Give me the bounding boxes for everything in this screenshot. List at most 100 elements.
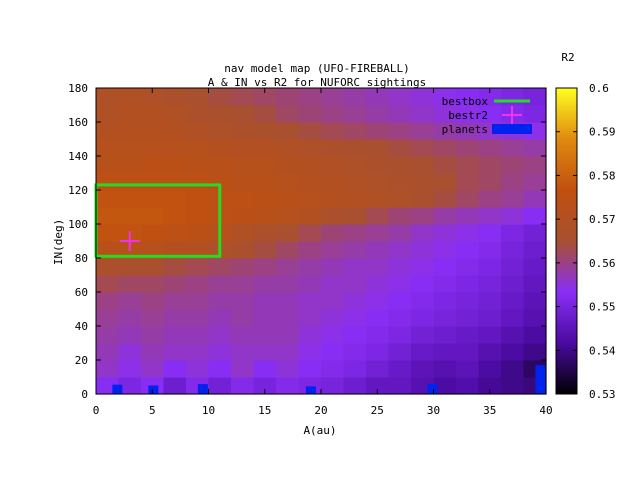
heatmap-cell — [343, 343, 367, 361]
heatmap-cell — [208, 360, 232, 378]
heatmap-cell — [208, 156, 232, 174]
heatmap-cell — [343, 139, 367, 157]
x-tick-label: 30 — [427, 404, 440, 417]
heatmap-cell — [276, 105, 300, 123]
heatmap-cell — [298, 88, 322, 106]
heatmap-cell — [343, 224, 367, 242]
heatmap-cell — [321, 275, 345, 293]
heatmap-cell — [118, 309, 142, 327]
heatmap-cell — [96, 309, 120, 327]
heatmap-cell — [366, 241, 390, 259]
heatmap-cell — [523, 173, 547, 191]
heatmap-cell — [478, 343, 502, 361]
heatmap-cell — [478, 139, 502, 157]
heatmap-cell — [276, 122, 300, 140]
heatmap-cell — [163, 105, 187, 123]
heatmap-cell — [501, 241, 525, 259]
heatmap-cell — [231, 122, 255, 140]
heatmap-cell — [523, 326, 547, 344]
heatmap-cell — [433, 309, 457, 327]
heatmap-cell — [96, 241, 120, 259]
heatmap-cell — [456, 173, 480, 191]
heatmap-cell — [231, 156, 255, 174]
heatmap-cell — [96, 173, 120, 191]
heatmap-cell — [411, 105, 435, 123]
y-tick-label: 40 — [75, 320, 88, 333]
heatmap-cell — [411, 207, 435, 225]
heatmap-cell — [253, 190, 277, 208]
heatmap-cell — [298, 224, 322, 242]
heatmap-cell — [163, 173, 187, 191]
heatmap-cell — [366, 326, 390, 344]
legend-label: bestbox — [442, 95, 489, 108]
heatmap-cell — [523, 139, 547, 157]
heatmap-cell — [208, 139, 232, 157]
heatmap-cell — [366, 258, 390, 276]
heatmap-cell — [163, 190, 187, 208]
heatmap-cell — [141, 190, 165, 208]
heatmap-cell — [231, 241, 255, 259]
heatmap-cell — [411, 360, 435, 378]
heatmap-cell — [523, 275, 547, 293]
heatmap-cell — [186, 258, 210, 276]
heatmap-cell — [343, 241, 367, 259]
y-tick-label: 160 — [68, 116, 88, 129]
y-tick-label: 100 — [68, 218, 88, 231]
heatmap-cell — [231, 207, 255, 225]
heatmap-cell — [141, 343, 165, 361]
heatmap-cell — [231, 377, 255, 395]
planet-marker — [535, 365, 546, 394]
heatmap-cell — [118, 88, 142, 106]
heatmap-cell — [96, 224, 120, 242]
heatmap-cell — [231, 360, 255, 378]
heatmap-cell — [343, 105, 367, 123]
heatmap-cell — [523, 190, 547, 208]
heatmap-cell — [276, 88, 300, 106]
heatmap-cell — [478, 173, 502, 191]
heatmap-cell — [501, 377, 525, 395]
heatmap-cell — [411, 275, 435, 293]
heatmap-cell — [141, 224, 165, 242]
heatmap-cell — [411, 122, 435, 140]
heatmap-cell — [276, 360, 300, 378]
heatmap-cell — [456, 326, 480, 344]
heatmap-cell — [456, 156, 480, 174]
heatmap-cell — [298, 105, 322, 123]
heatmap-cell — [366, 105, 390, 123]
heatmap-cell — [411, 139, 435, 157]
heatmap-cell — [253, 292, 277, 310]
heatmap-cell — [163, 275, 187, 293]
heatmap-cell — [501, 88, 525, 106]
heatmap-cell — [253, 224, 277, 242]
heatmap-cell — [141, 156, 165, 174]
heatmap-cell — [366, 224, 390, 242]
heatmap-cell — [231, 258, 255, 276]
heatmap-cell — [478, 326, 502, 344]
heatmap-cell — [253, 88, 277, 106]
colorbar-label: R2 — [561, 51, 574, 64]
heatmap-cell — [231, 326, 255, 344]
heatmap-cell — [298, 122, 322, 140]
heatmap-cell — [186, 224, 210, 242]
heatmap-cell — [96, 275, 120, 293]
heatmap-cell — [501, 343, 525, 361]
heatmap-cell — [343, 190, 367, 208]
heatmap-cell — [253, 309, 277, 327]
heatmap-cell — [456, 360, 480, 378]
heatmap-cell — [366, 292, 390, 310]
heatmap-cell — [96, 122, 120, 140]
heatmap-cell — [208, 88, 232, 106]
heatmap-cell — [231, 88, 255, 106]
heatmap-cell — [253, 122, 277, 140]
heatmap-cell — [388, 309, 412, 327]
heatmap-cell — [501, 156, 525, 174]
heatmap-cell — [208, 377, 232, 395]
heatmap-cell — [411, 343, 435, 361]
heatmap-cell — [343, 122, 367, 140]
x-tick-label: 40 — [539, 404, 552, 417]
heatmap-cell — [433, 343, 457, 361]
heatmap-cell — [388, 275, 412, 293]
heatmap-cell — [433, 326, 457, 344]
planet-marker — [197, 384, 208, 394]
heatmap-cell — [433, 275, 457, 293]
